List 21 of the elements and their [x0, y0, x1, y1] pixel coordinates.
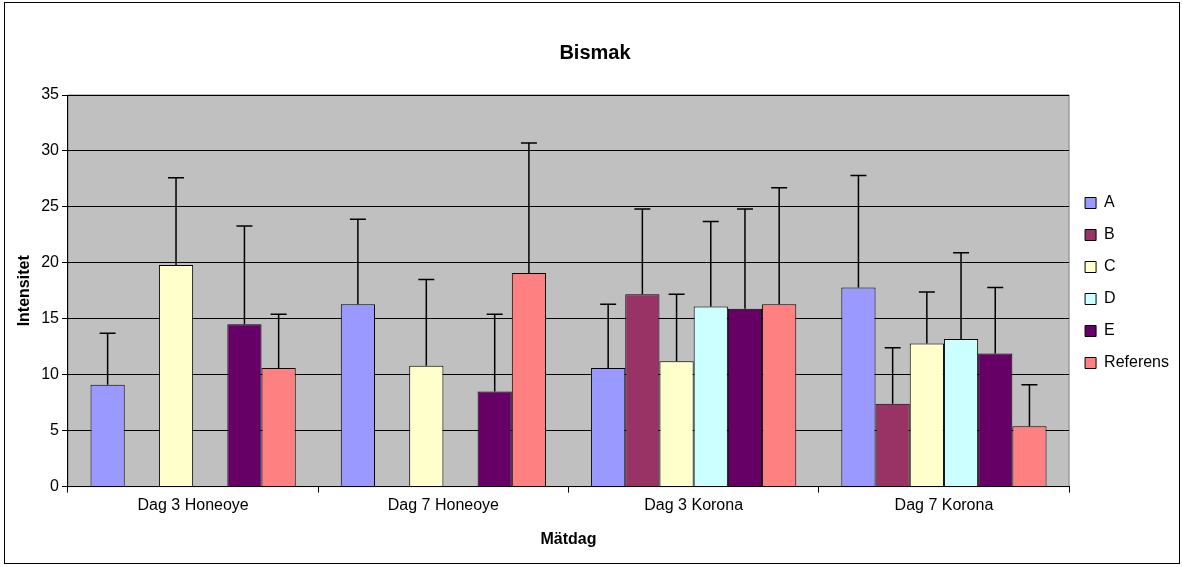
legend-label: Referens: [1104, 353, 1169, 371]
y-tick-label: 10: [41, 365, 60, 383]
y-tick-label: 0: [50, 477, 60, 495]
x-tick-label: Dag 7 Korona: [894, 495, 994, 513]
x-tick-label: Dag 3 Korona: [644, 495, 744, 513]
y-tick-label: 15: [41, 309, 60, 327]
y-tick-label: 5: [50, 421, 60, 439]
x-axis-title: Mätdag: [540, 529, 597, 547]
y-tick-label: 20: [41, 253, 60, 271]
y-axis-title: Intensitet: [15, 254, 33, 327]
legend-label: B: [1104, 225, 1115, 243]
y-tick-label: 30: [41, 141, 60, 159]
y-tick-label: 35: [41, 85, 60, 103]
y-tick-label: 25: [41, 197, 60, 215]
chart-title: Bismak: [559, 40, 632, 63]
legend-label: E: [1104, 321, 1115, 339]
legend-label: D: [1104, 289, 1116, 307]
x-tick-label: Dag 3 Honeoye: [137, 495, 249, 513]
x-tick-label: Dag 7 Honeoye: [387, 495, 500, 513]
legend-label: C: [1104, 257, 1116, 275]
legend-label: A: [1104, 193, 1116, 211]
